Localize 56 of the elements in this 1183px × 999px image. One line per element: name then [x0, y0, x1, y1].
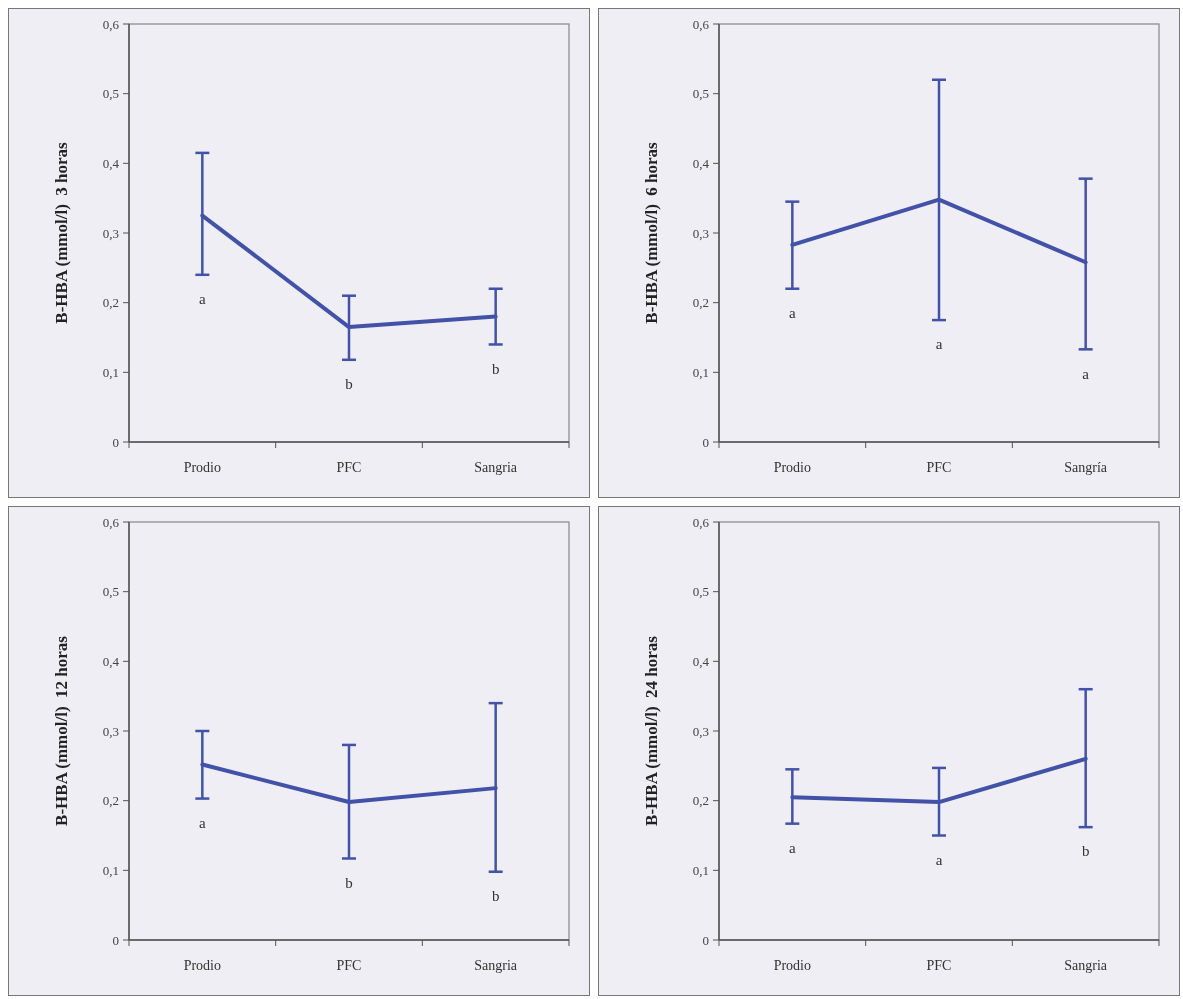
y-tick-label: 0,5: [102, 86, 119, 102]
y-tick-label: 0,3: [692, 225, 709, 241]
y-axis-title: B-HBA (mmol/l) 12 horas: [52, 635, 71, 826]
x-tick-label: Prodio: [183, 958, 222, 973]
x-tick-label: Sangria: [474, 958, 518, 973]
y-tick-label: 0,4: [102, 653, 120, 669]
y-tick-label: 0,5: [692, 584, 709, 600]
annotation: a: [1082, 365, 1090, 382]
y-tick-label: 0,3: [692, 723, 709, 739]
annotation: b: [345, 376, 353, 393]
y-tick-label: 0,2: [102, 295, 119, 311]
annotation: a: [935, 851, 943, 868]
y-tick-label: 0: [112, 434, 119, 450]
y-tick-label: 0,4: [692, 653, 710, 669]
y-tick-label: 0: [112, 932, 119, 948]
y-tick-label: 0,1: [692, 862, 709, 878]
y-axis-title: B-HBA (mmol/l) 6 horas: [642, 141, 661, 324]
y-tick-label: 0,4: [102, 155, 120, 171]
y-tick-label: 0,5: [692, 86, 709, 102]
y-tick-label: 0,6: [102, 16, 120, 32]
x-tick-label: Sangria: [1064, 958, 1108, 973]
y-tick-label: 0,4: [692, 155, 710, 171]
annotation: a: [789, 304, 796, 321]
y-tick-label: 0,3: [102, 723, 119, 739]
y-axis-title: B-HBA (mmol/l) 3 horas: [52, 141, 71, 324]
y-tick-label: 0,6: [692, 514, 710, 530]
x-tick-label: PFC: [926, 460, 952, 475]
annotation: a: [199, 291, 206, 308]
annotation: b: [345, 874, 353, 891]
annotation: a: [199, 814, 206, 831]
y-tick-label: 0,1: [692, 364, 709, 380]
x-tick-label: PFC: [336, 460, 362, 475]
annotation: a: [789, 839, 796, 856]
x-tick-label: PFC: [926, 958, 952, 973]
y-tick-label: 0,1: [102, 364, 119, 380]
y-tick-label: 0: [702, 932, 709, 948]
y-axis-title: B-HBA (mmol/l) 24 horas: [642, 635, 661, 826]
x-tick-label: Sangría: [1064, 460, 1108, 475]
annotation: b: [491, 360, 500, 377]
y-tick-label: 0,6: [692, 16, 710, 32]
y-tick-label: 0,2: [692, 793, 709, 809]
x-tick-label: Sangria: [474, 460, 518, 475]
y-tick-label: 0,1: [102, 862, 119, 878]
x-tick-label: Prodio: [773, 958, 812, 973]
x-tick-label: PFC: [336, 958, 362, 973]
annotation: b: [491, 887, 500, 904]
y-tick-label: 0: [702, 434, 709, 450]
annotation: a: [935, 336, 943, 353]
y-tick-label: 0,2: [692, 295, 709, 311]
y-tick-label: 0,6: [102, 514, 120, 530]
y-tick-label: 0,5: [102, 584, 119, 600]
y-tick-label: 0,2: [102, 793, 119, 809]
y-tick-label: 0,3: [102, 225, 119, 241]
annotation: b: [1081, 843, 1090, 860]
x-tick-label: Prodio: [183, 460, 222, 475]
x-tick-label: Prodio: [773, 460, 812, 475]
